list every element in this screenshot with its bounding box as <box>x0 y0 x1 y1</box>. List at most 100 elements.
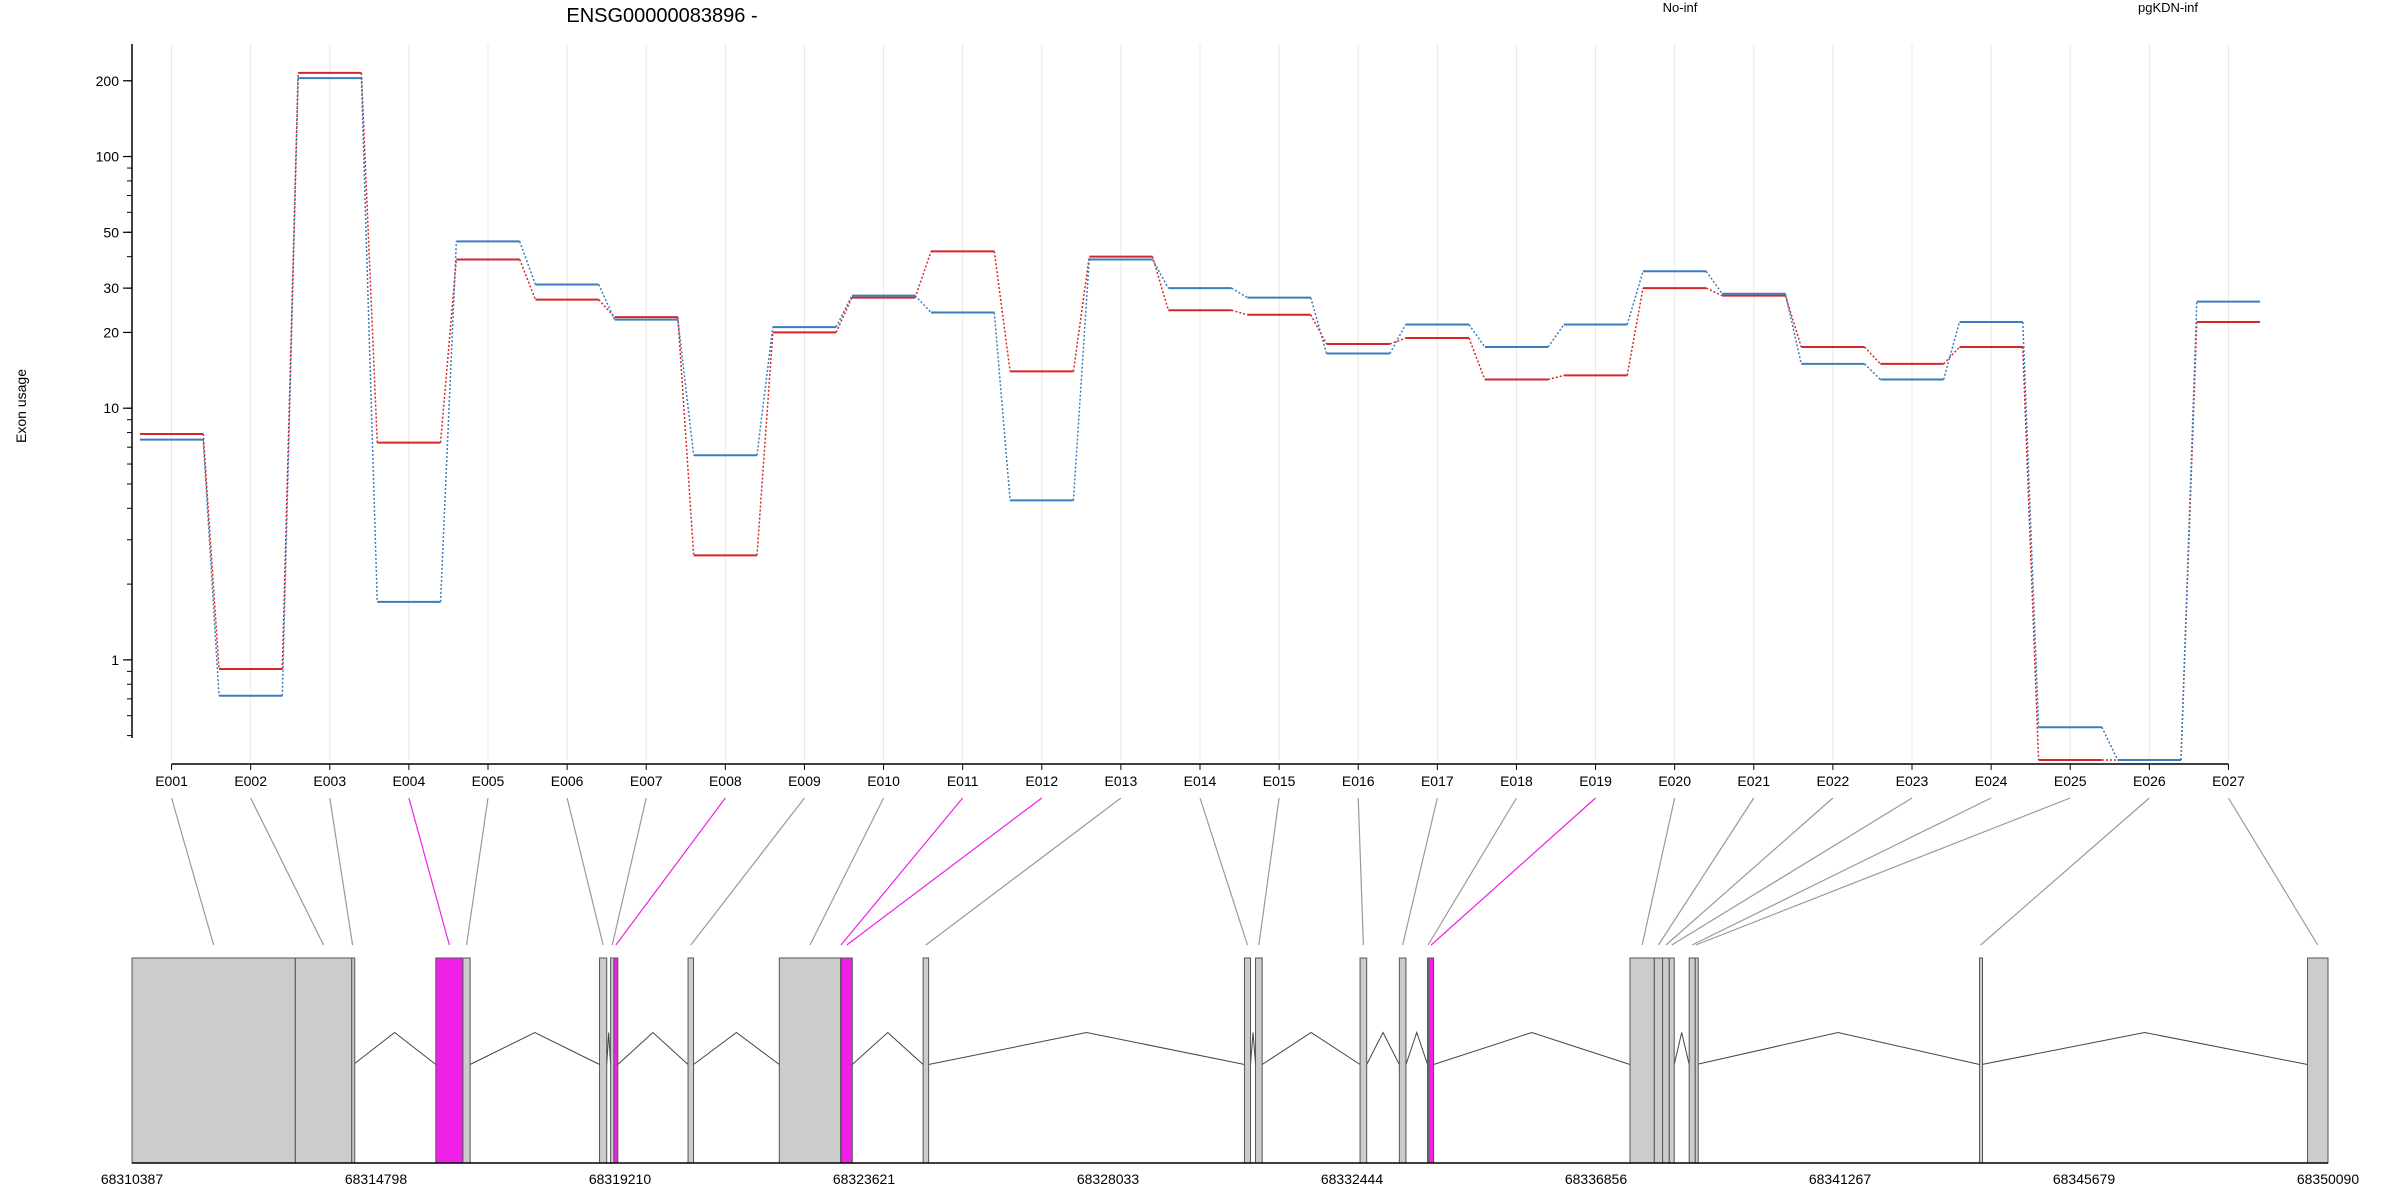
x-tick-label-e002: E002 <box>234 773 267 789</box>
x-tick-label-e025: E025 <box>2054 773 2087 789</box>
series-connector <box>993 312 1011 501</box>
intron <box>928 1031 1245 1065</box>
exon-block-e008 <box>613 957 619 1164</box>
connector-e004 <box>408 797 450 946</box>
series-connector <box>677 319 695 456</box>
intron <box>1250 1032 1257 1065</box>
series-connector <box>1231 309 1248 316</box>
exon-connectors <box>170 797 2319 946</box>
connector-e010 <box>809 797 885 946</box>
connector-e008 <box>615 797 726 946</box>
legend-no-inf: No-inf <box>1663 0 1698 15</box>
coord-tick-label: 68310387 <box>101 1171 164 1187</box>
x-tick-label-e001: E001 <box>155 773 188 789</box>
exon-block-e013 <box>922 957 930 1164</box>
series-connector <box>1705 270 1723 295</box>
exon-block-e001 <box>131 957 296 1164</box>
exon-block-e006 <box>599 957 608 1164</box>
series-connector <box>1151 259 1170 289</box>
series-connector <box>1231 287 1248 299</box>
intron <box>1261 1031 1361 1065</box>
exon-block-e019 <box>1428 957 1435 1164</box>
connector-e003 <box>329 797 354 946</box>
series-connector <box>835 297 853 333</box>
x-tick-label-e024: E024 <box>1975 773 2008 789</box>
y-axis-label: Exon usage <box>13 369 29 443</box>
x-tick-label-e012: E012 <box>1025 773 1058 789</box>
series-connector <box>1072 259 1090 501</box>
grid-lines <box>171 44 2229 760</box>
series-connector <box>281 78 299 696</box>
coord-tick-label: 68323621 <box>833 1171 896 1187</box>
series-connector <box>2101 726 2119 761</box>
series-connector <box>1784 295 1802 348</box>
x-tick-label-e011: E011 <box>947 773 979 789</box>
connector-e012 <box>846 797 1043 946</box>
series-connector <box>439 241 458 602</box>
exon-block-e016 <box>1359 957 1368 1164</box>
connector-e001 <box>170 797 215 946</box>
y-tick-label: 100 <box>96 149 120 165</box>
x-tick-label-e021: E021 <box>1737 773 1770 789</box>
intron <box>1366 1031 1400 1065</box>
exon-block-e003 <box>351 957 356 1164</box>
series-connector <box>439 259 458 443</box>
series-connector <box>835 295 853 328</box>
x-tick-label-e022: E022 <box>1817 773 1850 789</box>
intron <box>693 1031 780 1065</box>
connector-e018 <box>1427 797 1517 946</box>
x-tick-label-e010: E010 <box>867 773 900 789</box>
series-connector <box>914 295 932 314</box>
exon-block-e017 <box>1398 957 1407 1164</box>
axes: 1 10 20 30 50 100 200 E001 E002 E003 E004 E005 E006 E… <box>96 44 2245 789</box>
connector-e002 <box>250 797 325 946</box>
x-tick-label-e006: E006 <box>551 773 584 789</box>
connector-e017 <box>1402 797 1438 946</box>
intron <box>1981 1031 2308 1065</box>
series-connector <box>360 72 378 443</box>
exon-block-e005 <box>462 957 471 1164</box>
series-connector <box>1942 321 1961 380</box>
connector-e006 <box>566 797 604 946</box>
x-tick-label-e007: E007 <box>630 773 663 789</box>
connector-e005 <box>465 797 489 946</box>
chart-title: ENSG00000083896 - <box>566 5 757 27</box>
series-connector <box>1705 287 1723 297</box>
series-connector <box>1468 337 1486 380</box>
coord-tick-label: 68328033 <box>1077 1171 1140 1187</box>
series-connector <box>756 332 774 556</box>
series-lines <box>139 71 2261 761</box>
connector-e013 <box>925 797 1122 946</box>
x-tick-label-e008: E008 <box>709 773 742 789</box>
connector-e007 <box>611 797 647 946</box>
y-tick-label: 1 <box>111 652 119 668</box>
connector-e025 <box>1695 797 2071 946</box>
y-tick-label: 30 <box>103 280 119 296</box>
series-connector <box>202 433 220 670</box>
exon-block-e027 <box>2307 957 2329 1164</box>
x-tick-label-e023: E023 <box>1896 773 1929 789</box>
series-connector <box>1943 346 1961 365</box>
series-connector <box>1468 324 1486 348</box>
series-connector <box>1389 337 1406 345</box>
x-tick-label-e026: E026 <box>2133 773 2166 789</box>
connector-e019 <box>1430 797 1596 946</box>
series-connector <box>1547 324 1565 348</box>
intron <box>1696 1031 1980 1065</box>
intron <box>353 1031 437 1065</box>
series-connector <box>1547 374 1565 381</box>
x-tick-label-e005: E005 <box>472 773 505 789</box>
series-connector <box>1072 256 1090 372</box>
exon-block-e025 <box>1694 957 1699 1164</box>
connector-e026 <box>1980 797 2150 946</box>
series-connector <box>598 284 616 320</box>
connector-e009 <box>690 797 805 946</box>
x-tick-label-e019: E019 <box>1579 773 1612 789</box>
series-connector <box>1864 363 1881 381</box>
exon-block-e021 <box>1653 957 1664 1164</box>
y-tick-label: 10 <box>103 400 119 416</box>
intron <box>617 1031 689 1065</box>
exon-block-e010 <box>778 957 842 1164</box>
coord-tick-label: 68319210 <box>589 1171 652 1187</box>
series-connector <box>1310 297 1328 354</box>
